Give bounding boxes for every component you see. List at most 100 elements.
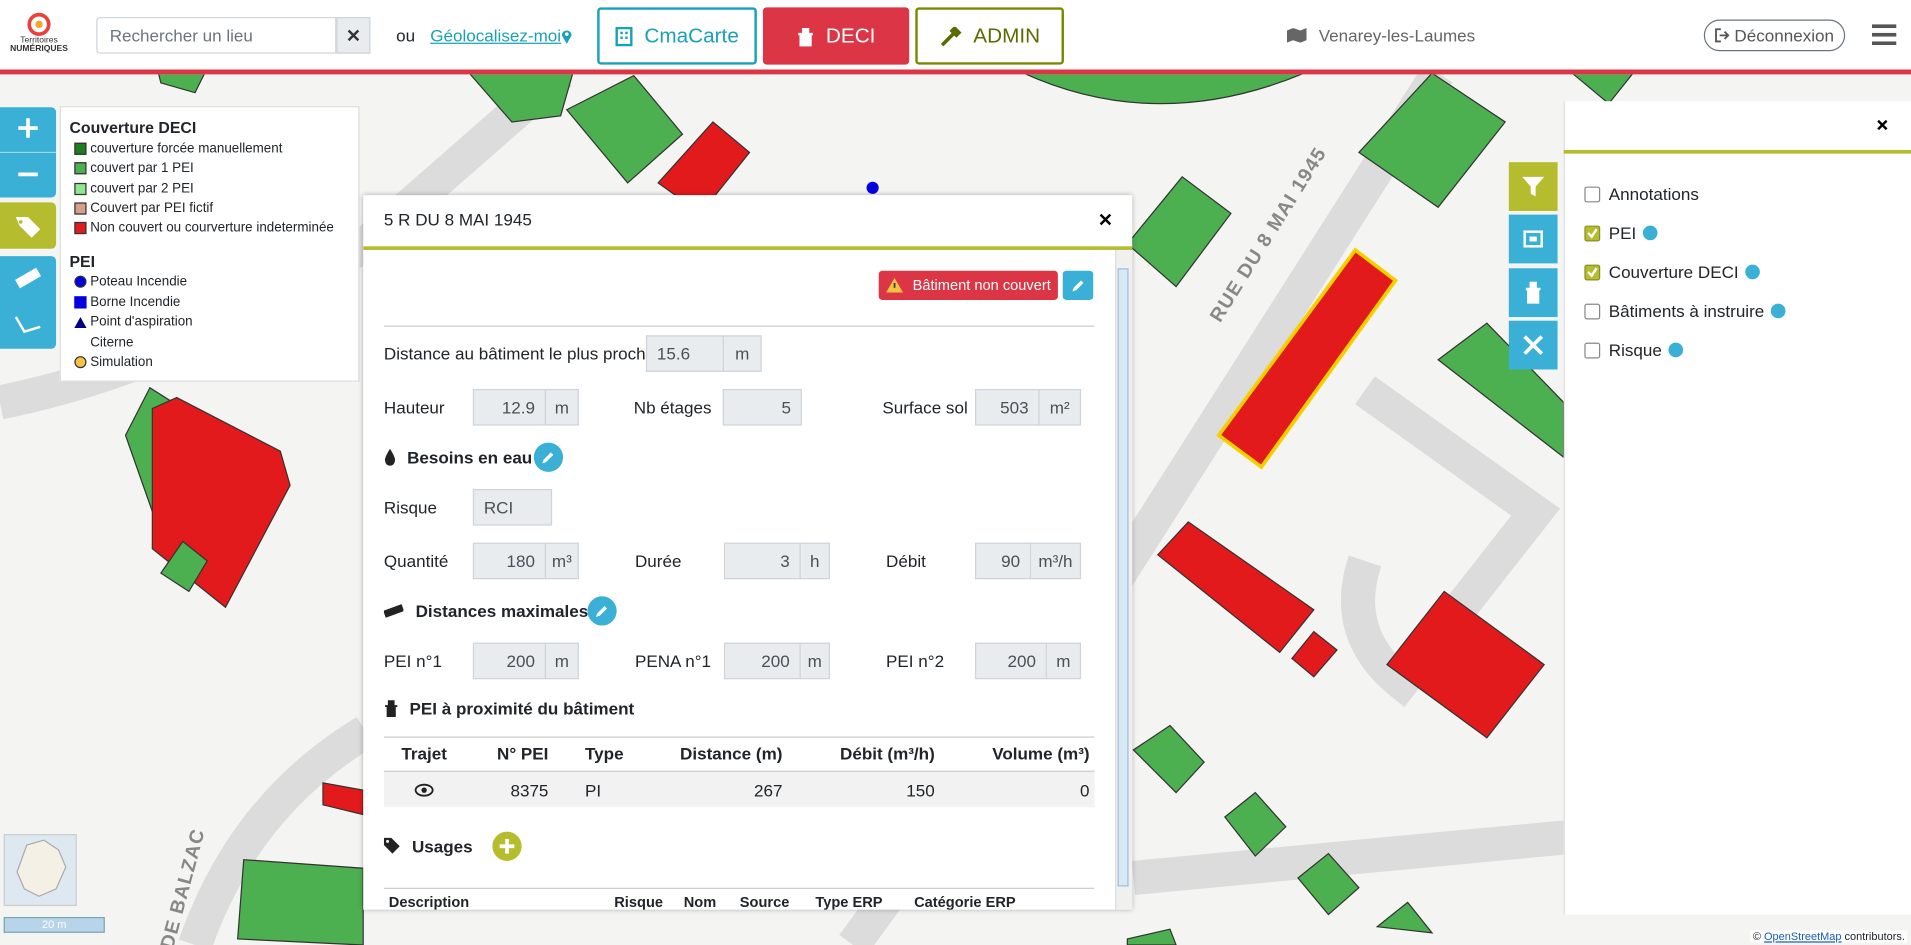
table-cell: 8375 xyxy=(510,780,549,800)
panel-title: 5 R DU 8 MAI 1945 xyxy=(383,209,532,230)
legend-label: Citerne xyxy=(90,334,134,350)
layer-item[interactable]: PEI xyxy=(1584,223,1657,243)
table-cell: PI xyxy=(585,780,602,800)
layer-item[interactable]: Risque xyxy=(1584,340,1683,360)
field-unit: h xyxy=(799,542,830,580)
ruler-icon xyxy=(383,604,404,618)
overview-map[interactable] xyxy=(3,834,77,907)
field-unit: m xyxy=(722,335,762,372)
layers-close[interactable] xyxy=(1877,119,1888,131)
field-value: 503 xyxy=(975,388,1040,426)
legend-item: Poteau Incendie xyxy=(74,274,187,289)
layer-item[interactable]: Bâtiments à instruire xyxy=(1584,301,1785,321)
separator xyxy=(383,887,1095,889)
attribution-link[interactable]: OpenStreetMap xyxy=(1764,930,1842,943)
logout-button[interactable]: Déconnexion xyxy=(1703,19,1846,52)
legend-item: Citerne xyxy=(74,335,133,350)
menu-button[interactable] xyxy=(1872,23,1897,46)
legend-item: Point d'aspiration xyxy=(74,315,193,329)
legend-item: couvert par 1 PEI xyxy=(74,161,194,176)
table-cell: 0 xyxy=(1080,780,1090,800)
add-button[interactable] xyxy=(492,831,522,861)
layer-label: Couverture DECI xyxy=(1608,262,1739,282)
legend-swatch xyxy=(74,202,87,215)
plus-icon xyxy=(499,838,515,854)
trajet-icon[interactable] xyxy=(414,783,434,798)
layer-checkbox[interactable] xyxy=(1584,185,1601,202)
edit-button[interactable] xyxy=(533,442,564,472)
measure-tools[interactable] xyxy=(0,256,57,349)
layer-label: Annotations xyxy=(1608,184,1699,204)
field-label: Durée xyxy=(634,551,682,571)
clear-icon xyxy=(347,29,360,42)
table-header: Nom xyxy=(683,893,717,910)
attribution-text: contributors. xyxy=(1844,930,1905,943)
panel-divider xyxy=(1563,149,1911,154)
admin-button[interactable]: ADMIN xyxy=(915,7,1064,65)
edit-button[interactable] xyxy=(1062,270,1094,300)
section-title: Distances maximales xyxy=(415,601,589,621)
field-value: RCI xyxy=(472,488,553,526)
deci-button[interactable]: DECI xyxy=(762,7,910,65)
search-input[interactable]: Rechercher un lieu xyxy=(96,17,337,54)
legend-symbol xyxy=(74,275,87,288)
legend-symbol xyxy=(74,336,86,348)
info-icon[interactable] xyxy=(1770,303,1785,319)
search-clear[interactable] xyxy=(336,17,371,54)
legend-symbol xyxy=(74,316,87,328)
tag-tool[interactable] xyxy=(0,202,57,249)
layer-checkbox[interactable] xyxy=(1584,224,1601,241)
field-label: Hauteur xyxy=(383,397,445,418)
tools-tool[interactable] xyxy=(1508,320,1558,370)
legend-item: Couvert par PEI fictif xyxy=(74,201,213,216)
hammer-icon xyxy=(940,26,962,46)
pencil-icon xyxy=(595,606,607,618)
layer-tool[interactable] xyxy=(1508,214,1558,264)
building-panel: 5 R DU 8 MAI 1945 Bâtiment non couvert D… xyxy=(363,195,1133,910)
table-header: Description xyxy=(388,893,470,910)
cmacarte-button[interactable]: CmaCarte xyxy=(597,7,757,65)
or-text: ou xyxy=(396,25,416,46)
map-icon xyxy=(1287,28,1307,43)
legend-label: couverture forcée manuellement xyxy=(90,141,283,157)
info-icon[interactable] xyxy=(1642,225,1657,241)
filter-icon xyxy=(1522,176,1545,197)
table-header: Distance (m) xyxy=(680,743,783,764)
building-icon xyxy=(615,26,633,46)
field-value: 200 xyxy=(723,642,801,680)
field-label: Surface sol xyxy=(882,397,968,418)
info-icon[interactable] xyxy=(1667,342,1683,358)
info-icon[interactable] xyxy=(1744,264,1760,280)
pei-point[interactable] xyxy=(866,181,879,194)
layer-checkbox[interactable] xyxy=(1584,342,1601,358)
section-title: PEI à proximité du bâtiment xyxy=(409,698,635,719)
attribution: © OpenStreetMap contributors. xyxy=(1750,930,1908,943)
pin-icon xyxy=(561,30,572,44)
table-header: Source xyxy=(739,893,790,910)
layer-item[interactable]: Couverture DECI xyxy=(1584,262,1760,282)
layer-item[interactable]: Annotations xyxy=(1584,184,1699,204)
field-value: 5 xyxy=(722,388,802,426)
geolocate-link[interactable]: Géolocalisez-moi xyxy=(430,25,562,46)
logout-icon xyxy=(1715,28,1730,43)
legend-label: Couvert par PEI fictif xyxy=(90,201,214,216)
legend-symbol xyxy=(74,295,87,308)
legend-label: Poteau Incendie xyxy=(90,274,188,289)
edit-button[interactable] xyxy=(587,596,617,626)
pencil-icon xyxy=(542,452,554,464)
table-header: Trajet xyxy=(401,743,447,764)
table-cell: 150 xyxy=(906,780,935,800)
zoom-control[interactable] xyxy=(0,107,57,198)
legend-symbol xyxy=(74,356,87,369)
hydrant-tool[interactable] xyxy=(1508,268,1558,318)
legend-title: PEI xyxy=(69,252,96,271)
legend-item: Simulation xyxy=(74,355,153,369)
layer-checkbox[interactable] xyxy=(1584,303,1601,319)
layer-checkbox[interactable] xyxy=(1584,264,1601,280)
warning-icon xyxy=(885,278,903,293)
filter-tool[interactable] xyxy=(1508,162,1558,211)
panel-close[interactable] xyxy=(1099,213,1112,226)
scroll-thumb[interactable] xyxy=(1117,268,1129,887)
